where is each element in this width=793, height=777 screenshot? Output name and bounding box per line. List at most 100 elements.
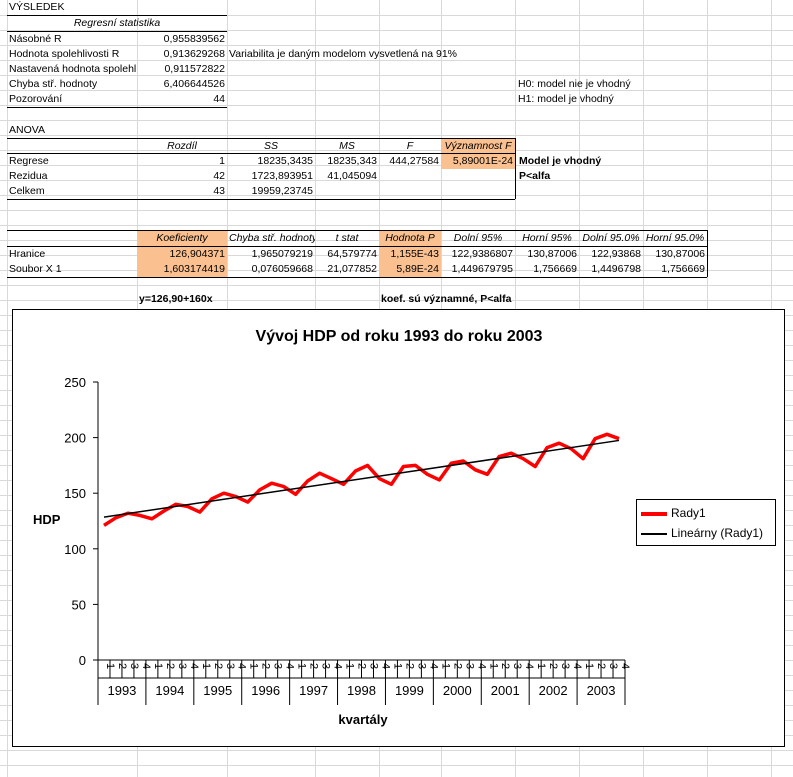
grid-column-line	[7, 0, 8, 777]
reg-value-1[interactable]: 0,913629268	[163, 48, 225, 60]
coef-header-0[interactable]: Koeficienty	[137, 231, 227, 246]
coef-0-6[interactable]: 122,93868	[591, 248, 641, 260]
table-top-border	[7, 15, 227, 16]
coef-0-1[interactable]: 1,965079219	[251, 248, 313, 260]
x-year-label: 1998	[347, 683, 376, 698]
coef-1-5[interactable]: 1,756669	[533, 263, 577, 275]
coef-1-2[interactable]: 21,077852	[327, 263, 377, 275]
reg-value-0[interactable]: 0,955839562	[163, 33, 225, 45]
x-quarter-label: 4	[619, 663, 631, 669]
reg-value-2[interactable]: 0,911572822	[164, 63, 225, 75]
anova-ss-1[interactable]: 1723,893951	[251, 170, 313, 182]
reg-label-4[interactable]: Pozorování	[9, 93, 63, 105]
y-tick-label: 150	[64, 486, 86, 501]
chart-legend[interactable]: Rady1 Lineárny (Rady1)	[636, 499, 776, 546]
coef-0-4[interactable]: 122,9386807	[451, 248, 513, 260]
anova-df-1[interactable]: 42	[213, 170, 225, 182]
coefficients-note[interactable]: koef. sú významné, P<alfa	[381, 293, 512, 305]
anova-ss-0[interactable]: 18235,3435	[257, 155, 313, 167]
coef-header-6[interactable]: Dolní 95.0%	[582, 232, 640, 244]
coef-right-border	[707, 230, 708, 277]
anova-row-label-2[interactable]: Celkem	[9, 185, 45, 197]
p-alfa-note[interactable]: P<alfa	[519, 170, 551, 182]
regression-stats-header[interactable]: Regresní statistika	[73, 17, 161, 29]
grid-row-line	[0, 45, 793, 46]
y-tick-label: 250	[64, 375, 86, 390]
coef-1-3[interactable]: 5,89E-24	[379, 262, 441, 277]
anova-header-ms[interactable]: MS	[339, 140, 355, 152]
model-conclusion[interactable]: Model je vhodný	[519, 155, 602, 167]
legend-entry-trend: Lineárny (Rady1)	[641, 525, 763, 541]
reg-label-3[interactable]: Chyba stř. hodnoty	[9, 78, 98, 90]
anova-ms-1[interactable]: 41,045094	[327, 170, 377, 182]
anova-header-f[interactable]: F	[406, 140, 414, 152]
anova-ms-0[interactable]: 18235,343	[327, 155, 377, 167]
x-quarter-label: 3	[320, 663, 332, 669]
x-quarter-label: 2	[164, 663, 176, 669]
coef-1-7[interactable]: 1,756669	[661, 263, 705, 275]
coef-1-4[interactable]: 1,449679795	[451, 263, 513, 275]
coef-header-5[interactable]: Horní 95%	[522, 232, 572, 244]
grid-row-line	[0, 15, 793, 16]
coef-0-2[interactable]: 64,579774	[327, 248, 377, 260]
x-quarter-label: 3	[607, 663, 619, 669]
sheet-title[interactable]: VÝSLEDEK	[9, 1, 65, 13]
regression-equation[interactable]: y=126,90+160x	[139, 293, 213, 305]
x-quarter-label: 1	[344, 663, 356, 669]
coef-1-1[interactable]: 0,076059668	[251, 263, 313, 275]
coef-0-0[interactable]: 126,904371	[137, 247, 227, 262]
x-quarter-label: 4	[427, 663, 439, 669]
coef-header-1[interactable]: Chyba stř. hodnoty	[229, 232, 315, 244]
anova-header-ss[interactable]: SS	[263, 140, 278, 152]
x-quarter-label: 3	[367, 663, 379, 669]
coef-header-7[interactable]: Horní 95.0%	[645, 232, 705, 244]
anova-header-df[interactable]: Rozdíl	[167, 140, 197, 152]
y-axis-label: HDP	[33, 512, 61, 527]
anova-ss-2[interactable]: 19959,23745	[251, 185, 313, 197]
coef-0-7[interactable]: 130,87006	[655, 248, 705, 260]
coef-header-4[interactable]: Dolní 95%	[453, 232, 503, 244]
x-year-label: 2003	[587, 683, 616, 698]
coef-header-2[interactable]: t stat	[335, 232, 359, 244]
x-year-label: 1995	[203, 683, 232, 698]
x-quarter-label: 4	[236, 663, 248, 669]
coef-1-6[interactable]: 1,4496798	[591, 263, 641, 275]
x-year-label: 1993	[107, 683, 136, 698]
coef-row-label-0[interactable]: Hranice	[9, 248, 46, 260]
anova-row-label-1[interactable]: Rezidua	[9, 170, 48, 182]
hypothesis-h0[interactable]: H0: model nie je vhodný	[518, 78, 631, 90]
coef-header-3[interactable]: Hodnota P	[379, 231, 441, 246]
anova-df-2[interactable]: 43	[213, 185, 225, 197]
coef-0-5[interactable]: 130,87006	[527, 248, 577, 260]
reg-note-variability[interactable]: Variabilita je daným modelom vysvetlená …	[229, 48, 458, 60]
reg-value-4[interactable]: 44	[213, 93, 225, 105]
coef-0-3[interactable]: 1,155E-43	[379, 247, 441, 262]
hypothesis-h1[interactable]: H1: model je vhodný	[518, 93, 614, 105]
x-quarter-label: 2	[212, 663, 224, 669]
x-quarter-label: 1	[487, 663, 499, 669]
reg-value-3[interactable]: 6,406644526	[163, 78, 225, 90]
x-year-label: 1999	[395, 683, 424, 698]
y-tick-label: 200	[64, 431, 86, 446]
hdp-chart[interactable]: Vývoj HDP od roku 1993 do roku 2003 HDP kv…	[12, 309, 785, 747]
x-quarter-label: 3	[128, 663, 140, 669]
coef-1-0[interactable]: 1,603174419	[137, 262, 227, 277]
anova-header-significance[interactable]: Významnost F	[441, 139, 515, 154]
x-axis-label: kvartály	[338, 712, 388, 727]
x-year-label: 1994	[155, 683, 184, 698]
grid-row-line	[0, 30, 793, 31]
x-quarter-label: 1	[439, 663, 451, 669]
grid-row-line	[0, 165, 793, 166]
x-year-label: 2001	[491, 683, 520, 698]
x-quarter-label: 2	[356, 663, 368, 669]
reg-label-2[interactable]: Nastavená hodnota spolehl	[9, 63, 137, 75]
anova-df-0[interactable]: 1	[219, 155, 225, 167]
grid-row-line	[0, 210, 793, 211]
coef-row-label-1[interactable]: Soubor X 1	[9, 263, 62, 275]
anova-significance-0[interactable]: 5,89001E-24	[441, 154, 515, 169]
reg-label-0[interactable]: Násobné R	[9, 33, 62, 45]
reg-label-1[interactable]: Hodnota spolehlivosti R	[9, 48, 120, 60]
anova-title[interactable]: ANOVA	[9, 124, 45, 136]
anova-f-0[interactable]: 444,27584	[389, 155, 439, 167]
anova-row-label-0[interactable]: Regrese	[9, 155, 49, 167]
